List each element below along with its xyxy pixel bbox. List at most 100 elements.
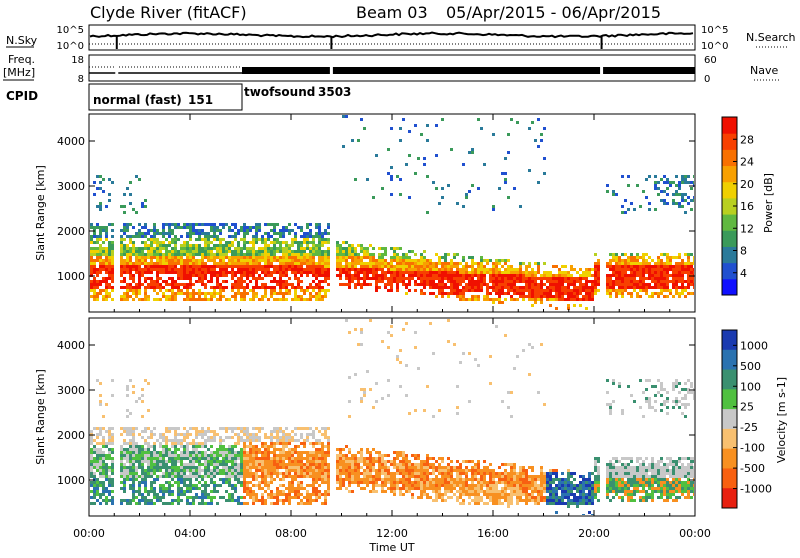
velocity-cell bbox=[93, 472, 96, 475]
power-cell bbox=[534, 292, 537, 295]
velocity-cell bbox=[291, 484, 294, 487]
power-cell bbox=[393, 277, 396, 280]
velocity-cell bbox=[357, 343, 360, 346]
velocity-cell bbox=[291, 481, 294, 484]
velocity-cell bbox=[405, 463, 408, 466]
velocity-cell bbox=[315, 481, 318, 484]
velocity-cell bbox=[300, 451, 303, 454]
velocity-cell bbox=[177, 448, 180, 451]
velocity-cell bbox=[132, 484, 135, 487]
power-cell bbox=[177, 271, 180, 274]
power-cell bbox=[423, 265, 426, 268]
power-cell bbox=[177, 238, 180, 241]
velocity-cell bbox=[297, 496, 300, 499]
velocity-cell bbox=[195, 496, 198, 499]
power-cell bbox=[594, 289, 597, 292]
power-cell bbox=[612, 283, 615, 286]
power-cell bbox=[180, 259, 183, 262]
power-cell bbox=[447, 292, 450, 295]
velocity-cell bbox=[252, 496, 255, 499]
velocity-cell bbox=[267, 484, 270, 487]
power-cell bbox=[438, 262, 441, 265]
velocity-cell bbox=[162, 484, 165, 487]
velocity-cell bbox=[231, 460, 234, 463]
power-cell bbox=[156, 247, 159, 250]
velocity-cell bbox=[171, 502, 174, 505]
power-cell bbox=[654, 283, 657, 286]
power-cell bbox=[462, 256, 465, 259]
power-cell bbox=[579, 283, 582, 286]
velocity-cell bbox=[294, 457, 297, 460]
power-cell bbox=[303, 292, 306, 295]
power-cell bbox=[234, 250, 237, 253]
power-cell bbox=[669, 268, 672, 271]
power-cell bbox=[663, 280, 666, 283]
velocity-cell bbox=[363, 475, 366, 478]
power-cell bbox=[444, 253, 447, 256]
power-cell bbox=[198, 259, 201, 262]
power-cell bbox=[204, 253, 207, 256]
velocity-cell bbox=[336, 466, 339, 469]
power-cell bbox=[108, 250, 111, 253]
power-cell bbox=[345, 259, 348, 262]
power-cell bbox=[552, 289, 555, 292]
power-cell bbox=[270, 286, 273, 289]
velocity-cell bbox=[264, 466, 267, 469]
velocity-cell bbox=[126, 385, 129, 388]
velocity-cell bbox=[399, 361, 402, 364]
power-cell bbox=[216, 229, 219, 232]
power-cell bbox=[204, 244, 207, 247]
velocity-cell bbox=[156, 478, 159, 481]
power-cell bbox=[168, 265, 171, 268]
power-cell bbox=[507, 196, 510, 199]
velocity-cell bbox=[294, 445, 297, 448]
power-cell bbox=[192, 244, 195, 247]
power-cell bbox=[273, 268, 276, 271]
power-cell bbox=[150, 259, 153, 262]
power-cell bbox=[450, 283, 453, 286]
power-cell bbox=[666, 181, 669, 184]
velocity-cell bbox=[108, 448, 111, 451]
power-cell bbox=[252, 289, 255, 292]
velocity-cell bbox=[222, 454, 225, 457]
power-cell bbox=[204, 250, 207, 253]
velocity-cell bbox=[255, 499, 258, 502]
velocity-cell bbox=[171, 469, 174, 472]
power-cell bbox=[306, 265, 309, 268]
velocity-cell bbox=[252, 448, 255, 451]
power-cell bbox=[294, 262, 297, 265]
power-cell bbox=[375, 259, 378, 262]
power-cell bbox=[327, 226, 330, 229]
power-cell bbox=[213, 292, 216, 295]
velocity-cell bbox=[210, 460, 213, 463]
velocity-cell bbox=[222, 466, 225, 469]
velocity-cell bbox=[279, 493, 282, 496]
velocity-cell bbox=[159, 433, 162, 436]
power-cell bbox=[681, 271, 684, 274]
power-cell bbox=[495, 274, 498, 277]
velocity-cell bbox=[267, 475, 270, 478]
power-cell bbox=[228, 241, 231, 244]
velocity-cell bbox=[129, 502, 132, 505]
velocity-cell bbox=[135, 451, 138, 454]
power-cell bbox=[510, 265, 513, 268]
velocity-cell bbox=[204, 469, 207, 472]
power-cell bbox=[684, 211, 687, 214]
velocity-cell bbox=[276, 502, 279, 505]
velocity-cell bbox=[369, 451, 372, 454]
power-cell bbox=[321, 250, 324, 253]
power-cell bbox=[99, 283, 102, 286]
velocity-cell bbox=[423, 484, 426, 487]
power-cell bbox=[399, 256, 402, 259]
power-cell bbox=[315, 244, 318, 247]
velocity-cell bbox=[303, 466, 306, 469]
power-cell bbox=[336, 265, 339, 268]
power-cell bbox=[93, 259, 96, 262]
power-cell bbox=[306, 244, 309, 247]
power-cell bbox=[504, 277, 507, 280]
power-cell bbox=[165, 253, 168, 256]
power-cell bbox=[507, 280, 510, 283]
power-cell bbox=[177, 250, 180, 253]
velocity-cell bbox=[171, 457, 174, 460]
power-cell bbox=[93, 268, 96, 271]
